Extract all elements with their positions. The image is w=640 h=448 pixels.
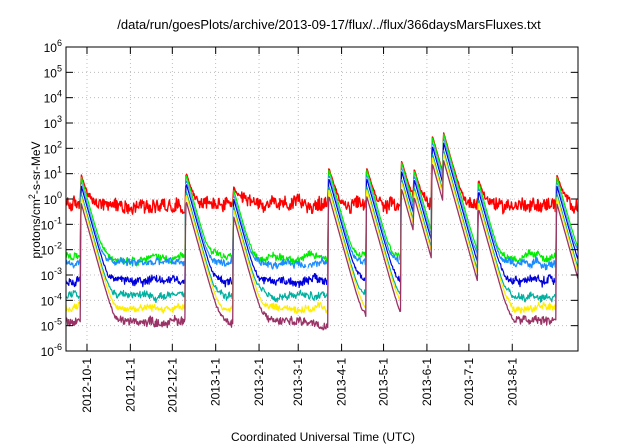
y-tick-label: 10-2 [41,241,62,258]
series-line-red [65,132,579,215]
x-axis-label: Coordinated Universal Time (UTC) [231,430,415,444]
y-tick-label: 100 [44,190,62,207]
y-tick-label: 10-4 [41,291,62,308]
y-tick-label: 10-6 [41,342,62,359]
x-tick-label: 2012-11-1 [123,358,137,412]
x-tick-label: 2013-3-1 [291,358,305,406]
y-axis: 10-6 10-5 10-4 10-3 10-2 10-1 100 101 102 103 104 1… [41,38,578,359]
series-line-yellow [65,153,579,315]
x-tick-label: 2013-1-1 [209,358,223,406]
y-tick-label: 106 [44,38,62,55]
y-tick-label: 10-3 [41,266,62,283]
x-tick-label: 2013-2-1 [252,358,266,406]
y-tick-label: 102 [44,139,62,156]
x-tick-label: 2013-5-1 [377,358,391,406]
y-tick-label: 105 [44,63,62,80]
y-tick-label: 104 [44,89,62,106]
x-tick-label: 2012-10-1 [80,358,94,413]
chart-title: /data/run/goesPlots/archive/2013-09-17/f… [117,17,541,32]
series-line-darkblue [65,142,579,288]
y-tick-label: 10-1 [41,215,62,232]
series-line-teal [65,150,579,304]
y-tick-label: 103 [44,114,62,131]
x-tick-label: 2013-4-1 [335,358,349,406]
x-tick-label: 2012-12-1 [165,358,179,413]
y-axis-label: protons/cm2-s-sr-MeV [27,141,43,258]
x-axis: 2012-10-1 2012-11-1 2012-12-1 2013-1-1 2013-… [80,47,519,413]
series-line-blue [65,139,579,271]
series-line-purple [65,160,579,331]
x-tick-label: 2013-7-1 [462,358,476,406]
x-tick-label: 2013-6-1 [420,358,434,406]
x-tick-label: 2013-8-1 [505,358,519,406]
series-layer [65,132,579,331]
y-tick-label: 101 [44,165,62,182]
y-tick-label: 10-5 [41,317,62,334]
